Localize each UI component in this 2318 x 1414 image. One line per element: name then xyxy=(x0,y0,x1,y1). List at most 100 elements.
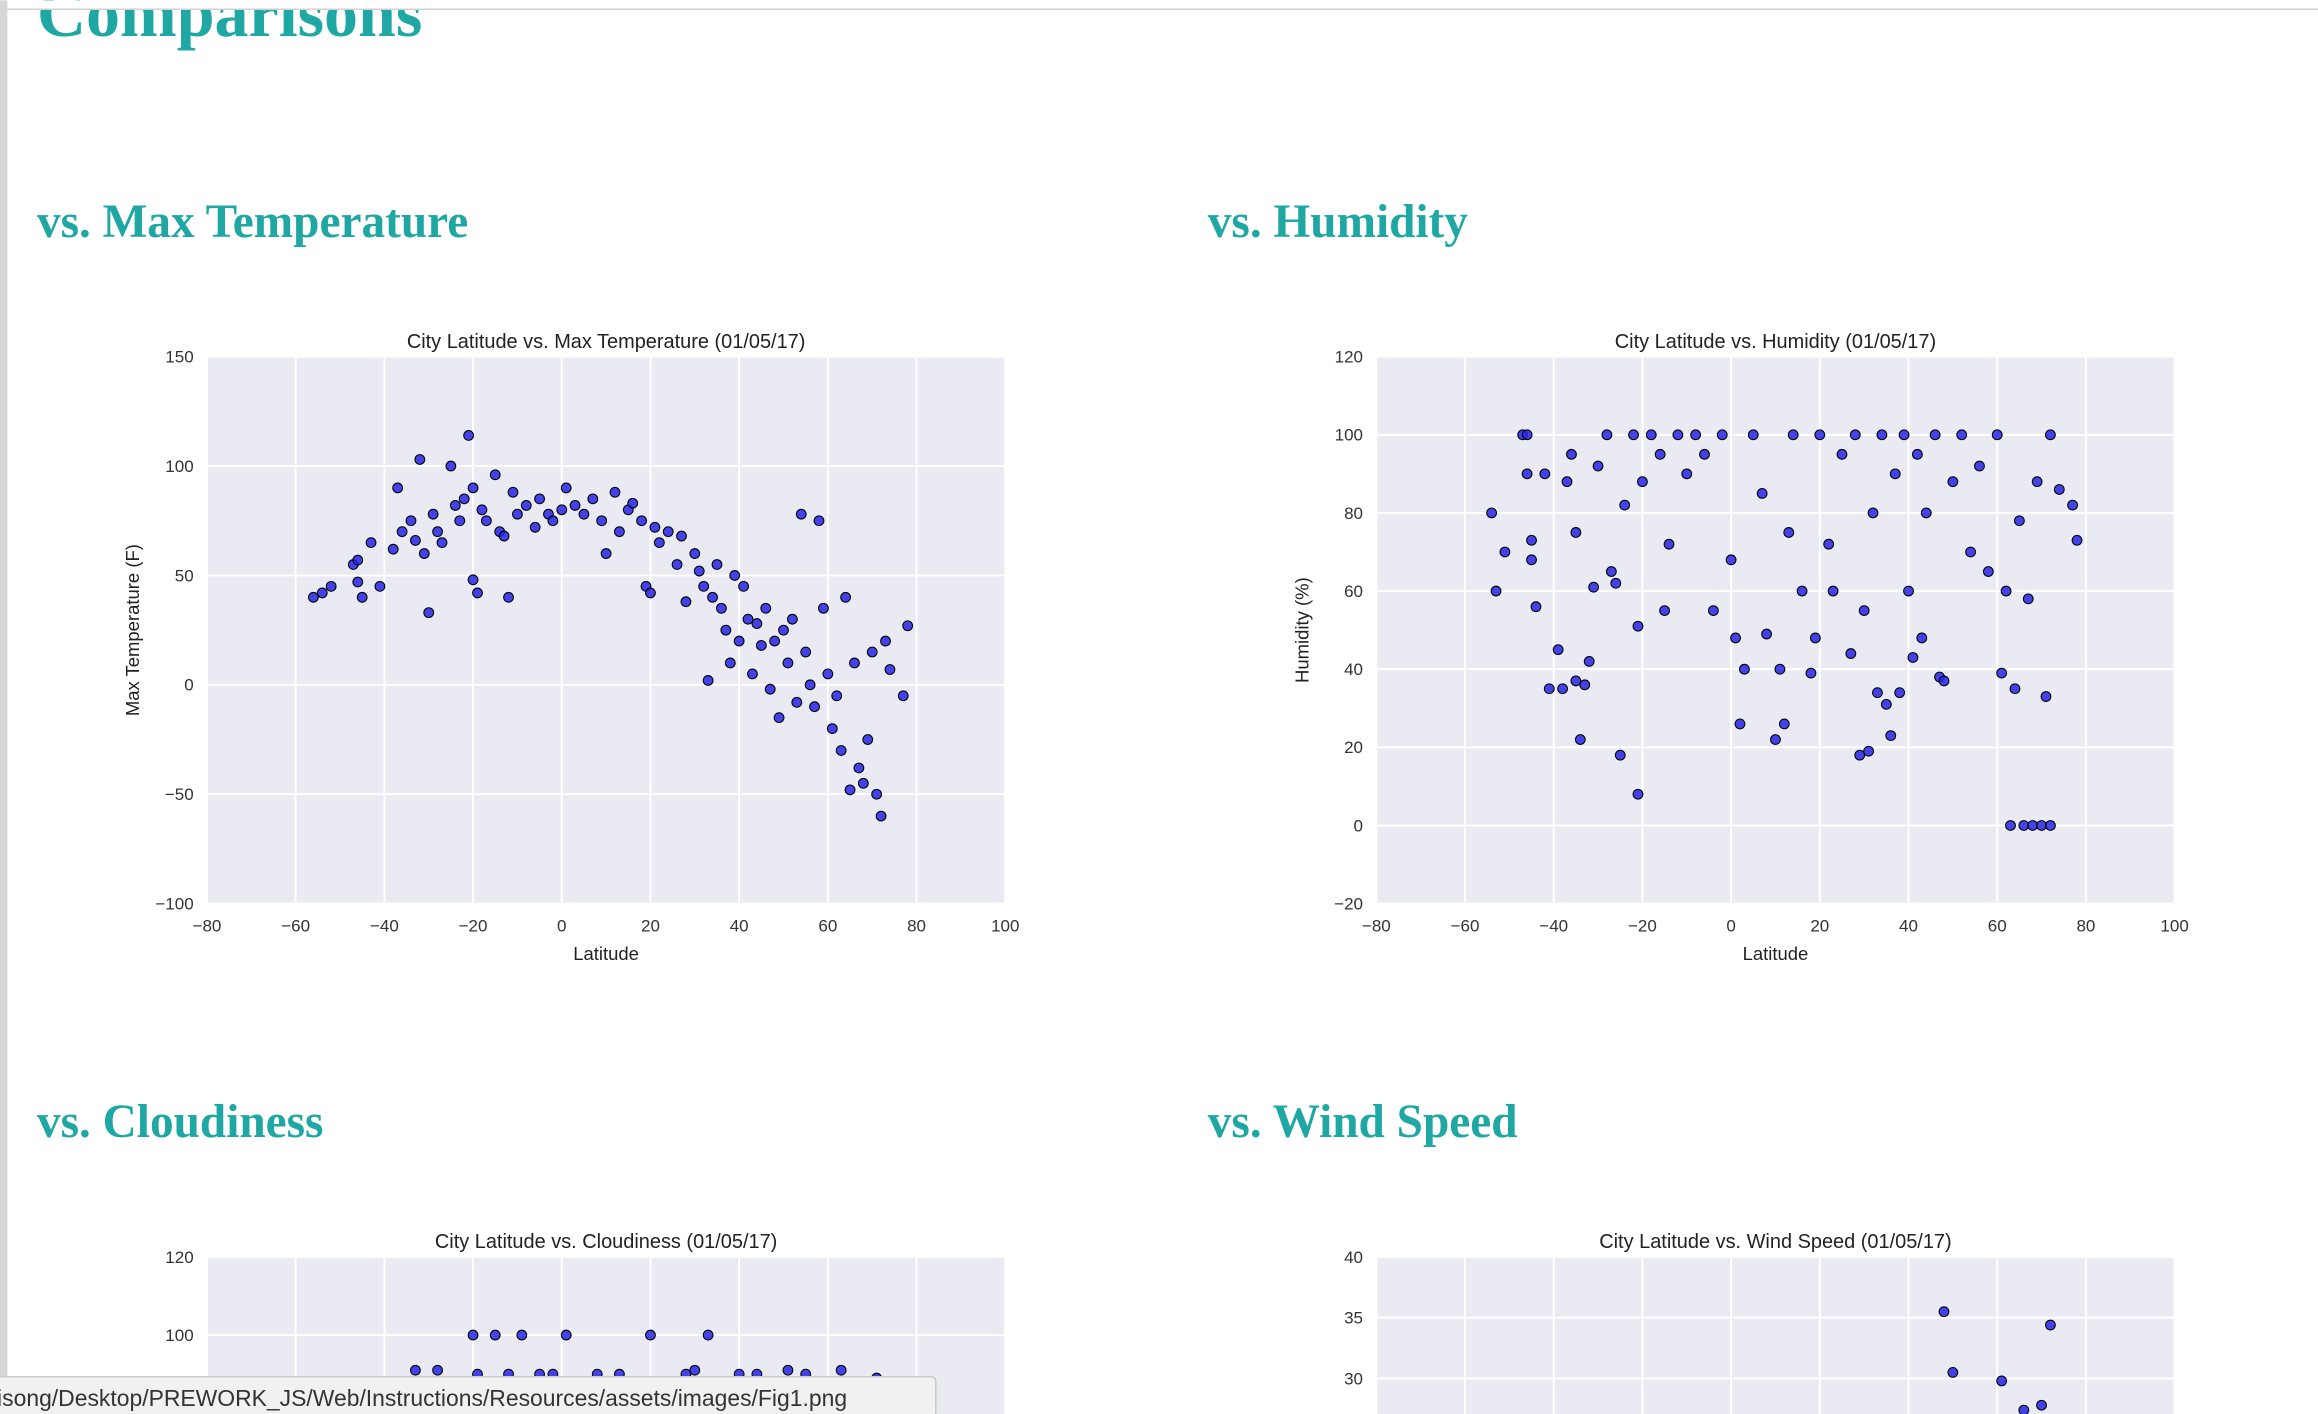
chart-title: City Latitude vs. Humidity (01/05/17) xyxy=(1615,331,1936,353)
scatter-point xyxy=(1836,448,1848,460)
scatter-point xyxy=(671,559,683,570)
scatter-point xyxy=(1526,554,1537,566)
scatter-point xyxy=(1956,429,1968,441)
scatter-point xyxy=(1778,718,1790,730)
scatter-point xyxy=(1827,585,1839,597)
scatter-point xyxy=(795,508,807,520)
x-axis-label: Latitude xyxy=(1743,943,1809,964)
scatter-point xyxy=(445,460,457,472)
x-tick-label: 0 xyxy=(1726,917,1735,936)
scatter-point xyxy=(427,508,439,520)
plot-area xyxy=(1376,356,2175,904)
scatter-point xyxy=(729,570,741,581)
scatter-point xyxy=(1854,749,1866,761)
scatter-point xyxy=(1725,554,1737,566)
scatter-point xyxy=(1632,620,1644,632)
chart-title: City Latitude vs. Max Temperature (01/05… xyxy=(407,331,806,353)
scatter-point xyxy=(1894,687,1906,699)
x-tick-label: 40 xyxy=(1899,917,1918,936)
scatter-point xyxy=(804,679,816,691)
scatter-point xyxy=(1681,468,1693,480)
y-tick-label: 40 xyxy=(1344,660,1363,679)
scatter-point xyxy=(467,482,479,494)
scatter-point xyxy=(1920,507,1932,519)
scatter-point xyxy=(529,521,541,533)
scatter-point xyxy=(1916,632,1928,644)
scatter-point xyxy=(866,646,878,658)
scatter-point xyxy=(1539,468,1551,480)
chart: −80 −60 −40 −20 0 20 40 60 80 100 −100 −50 0 50 100 150… xyxy=(122,331,1019,964)
scatter-point xyxy=(871,788,883,800)
scatter-point xyxy=(325,580,337,592)
scatter-point xyxy=(1858,605,1870,616)
scatter-point xyxy=(512,508,523,520)
chart: −80 −60 −40 −20 0 20 40 60 80 100 −20 0 20 40 60 80 100 1… xyxy=(1291,331,2188,964)
scatter-point xyxy=(414,454,426,465)
scatter-point xyxy=(1982,566,1994,577)
scatter-point xyxy=(587,493,599,505)
scatter-point xyxy=(1929,429,1941,441)
scatter-point xyxy=(596,515,608,527)
scatter-point xyxy=(1583,655,1595,667)
x-tick-label: 60 xyxy=(1988,917,2007,936)
section-heading: vs. Cloudiness xyxy=(37,1096,324,1148)
scatter-point xyxy=(365,537,377,549)
scatter-point xyxy=(1716,429,1728,441)
scatter-point xyxy=(1637,476,1648,488)
scatter-point xyxy=(707,591,718,603)
scatter-point xyxy=(813,515,825,527)
scatter-point xyxy=(387,543,399,555)
scatter-point xyxy=(1809,632,1821,644)
plot-area xyxy=(206,356,1006,904)
scatter-point xyxy=(1991,429,2003,441)
scatter-point xyxy=(556,504,568,516)
scatter-point xyxy=(1672,429,1684,441)
scatter-point xyxy=(2053,484,2065,495)
x-axis-label: Latitude xyxy=(573,943,639,964)
scatter-point xyxy=(840,591,851,603)
section-heading: vs. Max Temperature xyxy=(37,196,468,248)
scatter-point xyxy=(534,493,545,505)
scatter-point xyxy=(716,602,727,614)
scatter-point xyxy=(751,618,763,629)
chart-title: City Latitude vs. Cloudiness (01/05/17) xyxy=(435,1231,777,1253)
scatter-point xyxy=(392,482,404,494)
scatter-point xyxy=(1654,448,1666,460)
scatter-point xyxy=(791,696,803,708)
x-tick-label: 100 xyxy=(991,917,1019,936)
y-tick-label: 120 xyxy=(1335,348,1363,367)
scatter-point xyxy=(857,777,869,789)
scatter-point xyxy=(2013,515,2025,527)
scatter-point xyxy=(1756,487,1768,499)
scatter-point xyxy=(503,591,514,603)
scatter-point xyxy=(1610,577,1622,589)
scatter-point xyxy=(352,576,364,588)
scatter-point xyxy=(711,559,723,570)
scatter-point xyxy=(1796,585,1808,597)
scatter-point xyxy=(676,530,687,542)
x-tick-label: 100 xyxy=(2160,917,2188,936)
x-tick-label: −80 xyxy=(1362,917,1391,936)
scatter-point xyxy=(747,668,758,680)
scatter-point xyxy=(516,1329,528,1341)
scatter-point xyxy=(1566,448,1577,460)
scatter-point xyxy=(773,712,785,724)
scatter-point xyxy=(507,486,519,498)
scatter-point xyxy=(1628,429,1639,441)
scatter-point xyxy=(1557,683,1568,695)
scatter-point xyxy=(1996,1375,2008,1387)
scatter-point xyxy=(1965,546,1976,558)
scatter-point xyxy=(1521,468,1533,480)
x-tick-label: −60 xyxy=(281,917,310,936)
scatter-point xyxy=(578,508,590,520)
x-tick-label: 80 xyxy=(907,917,926,936)
scatter-point xyxy=(880,635,891,647)
scatter-point xyxy=(720,624,732,636)
scatter-point xyxy=(645,587,656,599)
scatter-point xyxy=(809,701,820,713)
scatter-point xyxy=(1499,546,1511,558)
y-tick-label: 120 xyxy=(165,1248,193,1267)
scatter-point xyxy=(844,784,856,796)
scatter-point xyxy=(764,683,776,695)
scatter-point xyxy=(308,591,319,603)
